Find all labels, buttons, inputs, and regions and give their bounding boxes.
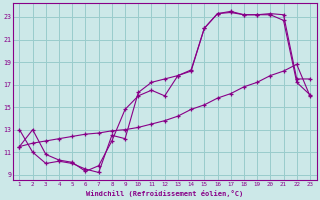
- X-axis label: Windchill (Refroidissement éolien,°C): Windchill (Refroidissement éolien,°C): [86, 190, 243, 197]
